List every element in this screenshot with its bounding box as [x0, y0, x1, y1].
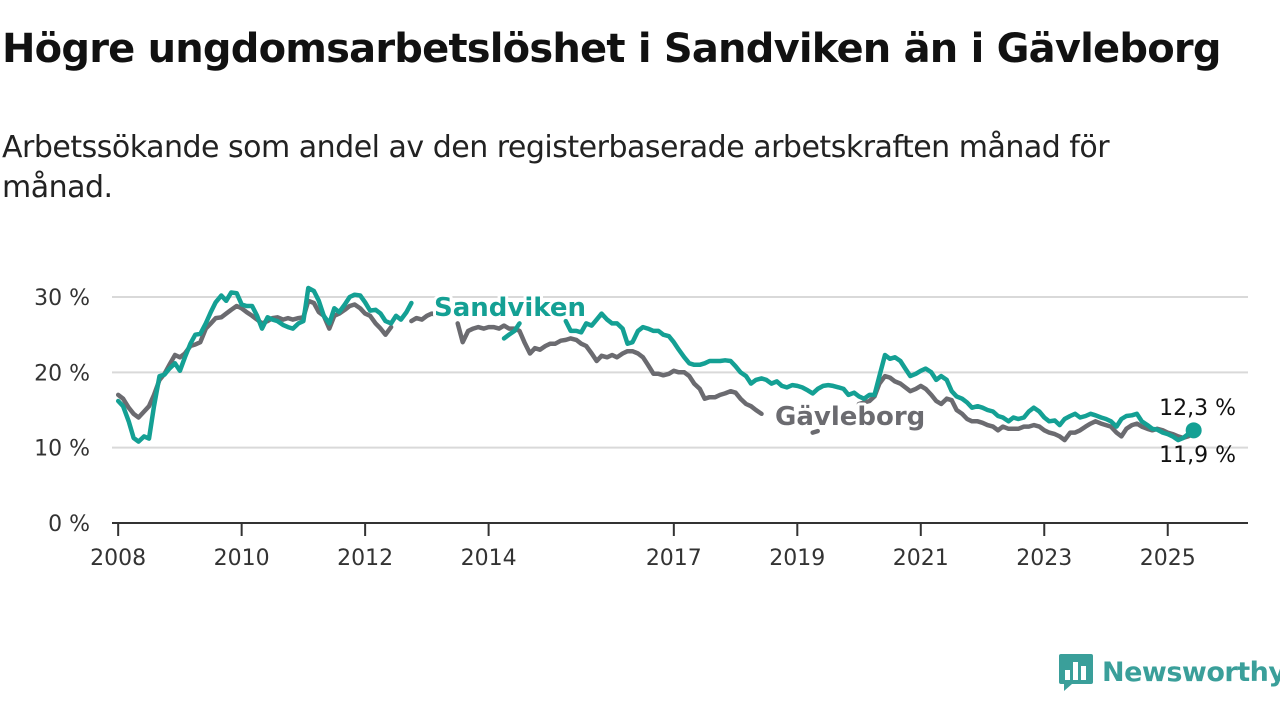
y-tick-label: 0 %: [48, 512, 90, 537]
series-line-gavleborg: [115, 298, 1196, 443]
y-tick-label: 10 %: [34, 437, 90, 462]
line-chart: 0 % 10 % 20 % 30 % 2008 2010 2012 2014 2017 2019…: [34, 285, 1248, 571]
x-tick-label: 2014: [461, 546, 517, 571]
x-tick-label: 2008: [90, 546, 146, 571]
gavleborg-series-label: Gävleborg: [775, 402, 925, 432]
y-tick-label: 20 %: [34, 361, 90, 386]
sandviken-end-label: 12,3 %: [1159, 396, 1236, 421]
x-tick-label: 2021: [893, 546, 949, 571]
x-tick-label: 2025: [1140, 546, 1196, 571]
x-tick-label: 2012: [337, 546, 393, 571]
brand-name: Newsworthy: [1102, 656, 1280, 688]
sandviken-end-point: [1185, 422, 1202, 439]
x-axis: 2008 2010 2012 2014 2017 2019 2021 2023 2025: [90, 522, 1248, 571]
sandviken-series-label: Sandviken: [434, 293, 586, 323]
chart-title: Högre ungdomsarbetslöshet i Sandviken än…: [2, 26, 1221, 72]
gavleborg-end-label: 11,9 %: [1159, 443, 1236, 468]
x-tick-label: 2023: [1016, 546, 1072, 571]
bar-chart-speech-bubble-icon: [1059, 654, 1093, 691]
y-tick-label: 30 %: [34, 286, 90, 311]
series-line-sandviken: [115, 285, 1196, 444]
newsworthy-logo: Newsworthy: [1058, 652, 1280, 692]
series-labels: 12,3 % 11,9 % Sandviken Gävleborg: [431, 290, 1236, 468]
x-tick-label: 2019: [769, 546, 825, 571]
x-tick-label: 2017: [646, 546, 702, 571]
x-tick-label: 2010: [214, 546, 270, 571]
y-axis-ticks: 0 % 10 % 20 % 30 %: [34, 286, 90, 537]
series-lines: [115, 285, 1202, 444]
chart-subtitle: Arbetssökande som andel av den registerb…: [2, 130, 1110, 205]
